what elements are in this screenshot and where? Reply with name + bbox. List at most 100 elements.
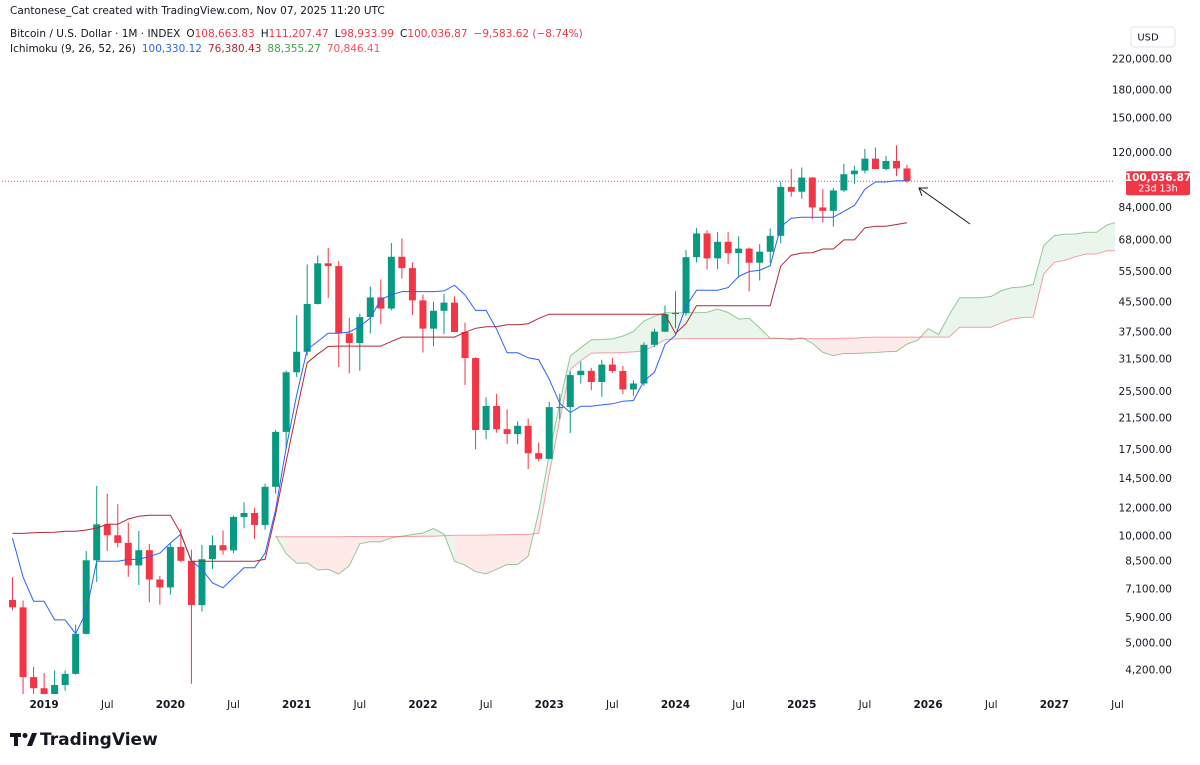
y-tick-label: 220,000.00: [1112, 54, 1172, 66]
candle-body: [461, 331, 469, 359]
indicator-value: 70,846.41: [326, 43, 381, 55]
candle-body: [324, 263, 332, 267]
cloud-fill: [317, 536, 329, 570]
indicator-title: Ichimoku (9, 26, 52, 26): [10, 43, 136, 55]
candle-body: [51, 684, 59, 694]
candle-body: [303, 303, 311, 352]
cloud-fill: [949, 297, 960, 338]
y-tick-label: 17,500.00: [1119, 444, 1172, 456]
candle-body: [577, 370, 585, 376]
candle-body: [166, 546, 174, 588]
x-tick-label: Jul: [858, 699, 872, 711]
cloud-fill: [601, 338, 613, 353]
cloud-fill: [559, 355, 571, 421]
x-tick-label: Jul: [352, 699, 366, 711]
candle-body: [745, 248, 753, 263]
x-tick-label: 2026: [913, 699, 942, 711]
y-tick-label: 45,500.00: [1119, 297, 1172, 309]
cloud-fill: [875, 337, 886, 353]
candle-body: [335, 266, 343, 334]
cloud-fill: [591, 339, 602, 354]
indicator-value: 76,380.43: [207, 43, 262, 55]
cloud-fill: [433, 528, 444, 537]
indicator-value: 88,355.27: [267, 43, 321, 55]
y-tick-label: 68,000.00: [1119, 235, 1172, 247]
cloud-fill: [675, 312, 687, 339]
candle-body: [93, 524, 101, 561]
cloud-fill: [980, 296, 992, 328]
x-tick-label: 2023: [535, 699, 564, 711]
y-tick-label: 180,000.00: [1112, 85, 1172, 97]
x-tick-label: Jul: [605, 699, 619, 711]
x-tick-label: 2021: [282, 699, 311, 711]
candle-body: [440, 302, 448, 311]
currency-box[interactable]: [1130, 26, 1176, 48]
ohlc-key: C: [400, 28, 408, 40]
cloud-fill: [538, 454, 550, 534]
y-tick-label: 25,500.00: [1119, 386, 1172, 398]
candle-body: [187, 560, 195, 606]
cloud-fill: [1012, 286, 1023, 319]
cloud-fill: [822, 338, 834, 356]
candle-body: [377, 297, 385, 309]
cloud-fill: [907, 337, 918, 345]
candle-body: [240, 512, 248, 517]
cloud-fill: [454, 535, 466, 566]
candle-body: [566, 375, 574, 408]
candle-body: [535, 453, 543, 459]
candle-body: [145, 550, 153, 580]
x-tick-label: 2022: [408, 699, 437, 711]
candle-body: [798, 177, 806, 192]
last-price-label: 100,036.87: [1125, 172, 1191, 184]
cloud-fill: [422, 528, 434, 537]
cloud-fill: [412, 533, 423, 537]
candle-body: [314, 263, 322, 304]
ohlc-key: L: [334, 28, 341, 40]
candle-body: [293, 351, 301, 373]
candle-body: [587, 370, 595, 383]
brand-name: TradingView: [40, 730, 158, 750]
candle-body: [398, 256, 406, 269]
y-tick-label: 37,500.00: [1119, 327, 1172, 339]
y-tick-label: 55,500.00: [1119, 266, 1172, 278]
candle-body: [72, 633, 80, 674]
candle-body: [40, 688, 48, 694]
cloud-fill: [738, 318, 750, 339]
candle-body: [903, 168, 911, 182]
cloud-fill: [1064, 233, 1076, 261]
credit: Cantonese_Cat created with TradingView.c…: [10, 5, 385, 17]
candle-body: [871, 158, 879, 170]
candle-body: [703, 233, 711, 259]
candle-body: [177, 546, 185, 561]
y-tick-label: 150,000.00: [1112, 113, 1172, 125]
candle-body: [682, 257, 690, 313]
candle-body: [556, 407, 564, 409]
x-tick-label: Jul: [1110, 699, 1124, 711]
ohlc-key: O: [186, 28, 195, 40]
x-tick-label: Jul: [226, 699, 240, 711]
candle-body: [61, 673, 69, 685]
candle-body: [114, 535, 122, 543]
cloud-fill: [928, 328, 939, 338]
candle-body: [482, 405, 490, 431]
candle-body: [472, 358, 480, 431]
cloud-fill: [580, 339, 592, 361]
cloud-fill: [1043, 235, 1055, 274]
candle-body: [387, 256, 395, 309]
candle-body: [272, 431, 280, 487]
x-tick-label: Jul: [731, 699, 745, 711]
candle-body: [19, 607, 27, 678]
cloud-fill: [1075, 232, 1086, 257]
brand-logo: [10, 733, 37, 746]
candle-body: [429, 310, 437, 329]
cloud-fill: [338, 536, 350, 575]
candle-body: [219, 545, 227, 551]
cloud-fill: [328, 536, 339, 575]
cloud-fill: [570, 347, 581, 370]
y-tick-label: 31,500.00: [1119, 353, 1172, 365]
currency-label: USD: [1137, 33, 1159, 44]
candle-body: [777, 186, 785, 236]
candle-body: [714, 241, 722, 259]
x-tick-label: 2025: [787, 699, 816, 711]
leading-span-b: [275, 250, 1115, 538]
